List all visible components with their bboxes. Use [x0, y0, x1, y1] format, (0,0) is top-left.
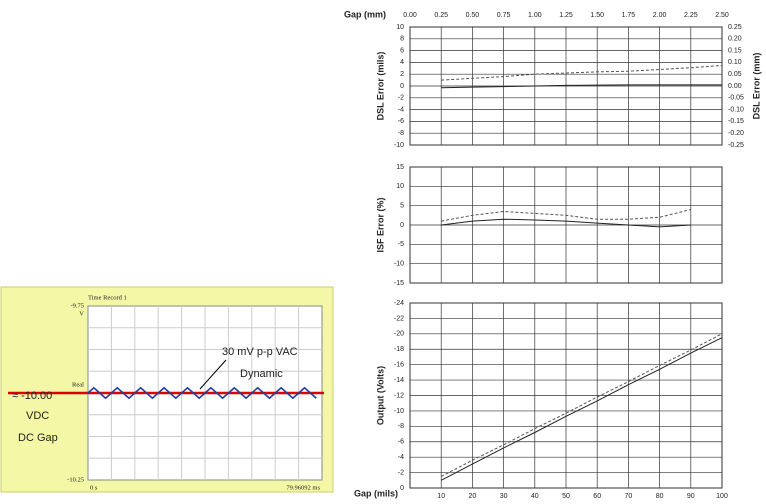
y-tick-label: -14 [394, 377, 404, 384]
x-tick-label: 80 [656, 493, 664, 500]
annotation-arrow [199, 359, 227, 390]
y-unit: V [79, 310, 84, 317]
x-tick-label: 79.96092 ms [286, 484, 320, 491]
y2-tick-label: 0.00 [728, 83, 742, 90]
annotation: Dynamic [240, 368, 283, 380]
x-tick-label: 50 [562, 493, 570, 500]
y2-axis-label: DSL Error (mm) [751, 53, 761, 120]
series-line [441, 84, 722, 89]
y-tick-label: 2 [400, 71, 404, 78]
y-tick-label: -18 [394, 346, 404, 353]
y-tick-label: 10 [396, 24, 404, 31]
x-tick-label: 100 [716, 493, 728, 500]
y-tick-label: -16 [394, 362, 404, 369]
y2-tick-label: -0.20 [728, 130, 744, 137]
series-line [441, 209, 691, 222]
y-tick-label: -4 [398, 106, 404, 113]
x2-tick-label: 2.25 [684, 12, 698, 19]
y2-tick-label: -0.15 [728, 118, 744, 125]
y-tick-label: -10 [394, 408, 404, 415]
x2-axis-label: Gap (mm) [344, 9, 386, 19]
x2-tick-label: 2.00 [653, 12, 667, 19]
series-line [87, 386, 317, 400]
x-axis-label: Gap (mils) [354, 488, 398, 498]
x-tick-label: 30 [500, 493, 508, 500]
y-tick-label: -10.25 [67, 476, 84, 483]
x2-tick-label: 0.75 [497, 12, 511, 19]
y-tick-label: 6 [400, 47, 404, 54]
y-tick-label: -15 [394, 280, 404, 287]
y-tick-label: -12 [394, 392, 404, 399]
y2-tick-label: 0.25 [728, 24, 742, 31]
y-tick-label: 15 [396, 164, 404, 171]
series-line [440, 333, 723, 477]
x2-tick-label: 0.25 [434, 12, 448, 19]
x-tick-label: 40 [531, 493, 539, 500]
x2-tick-label: 1.50 [590, 12, 604, 19]
x2-tick-label: 1.25 [559, 12, 573, 19]
y-tick-label: -8 [398, 130, 404, 137]
y-tick-label: 0 [400, 222, 404, 229]
y-tick-label: -5 [398, 241, 404, 248]
series-line [441, 218, 691, 228]
y-tick-label: -2 [398, 469, 404, 476]
y-tick-label: 5 [400, 203, 404, 210]
series-line [441, 64, 723, 81]
y2-tick-label: 0.15 [728, 47, 742, 54]
y-tick-label: -6 [398, 439, 404, 446]
series-label: Real [72, 381, 84, 388]
y-tick-label: -6 [398, 118, 404, 125]
y2-tick-label: -0.10 [728, 106, 744, 113]
x-tick-label: 0 s [90, 484, 98, 491]
annotation: DC Gap [18, 432, 58, 444]
y-tick-label: -2 [398, 95, 404, 102]
y-axis-label: ISF Error (%) [375, 197, 385, 252]
x2-tick-label: 0.50 [466, 12, 480, 19]
annotation: VDC [26, 410, 49, 422]
y-tick-label: -24 [394, 300, 404, 307]
y-tick-label: -10 [394, 261, 404, 268]
x2-tick-label: 2.50 [715, 12, 729, 19]
y-tick-label: 10 [396, 183, 404, 190]
y-tick-label: -22 [394, 315, 404, 322]
y-tick-label: 0 [400, 83, 404, 90]
y-tick-label: -20 [394, 331, 404, 338]
chart-title: Time Record 1 [88, 294, 127, 301]
x-tick-label: 60 [593, 493, 601, 500]
x2-tick-label: 1.75 [622, 12, 636, 19]
y-tick-label: -9.75 [70, 302, 84, 309]
y2-tick-label: -0.05 [728, 95, 744, 102]
y2-tick-label: -0.25 [728, 142, 744, 149]
y-tick-label: -10 [394, 142, 404, 149]
y-axis-label: Output (Volts) [375, 366, 385, 425]
x-tick-label: 90 [687, 493, 695, 500]
series-line [440, 337, 723, 481]
y-axis-label: DSL Error (mils) [375, 52, 385, 121]
annotation: ≈ -10.00 [12, 390, 52, 402]
y-tick-label: 4 [400, 59, 404, 66]
y-tick-label: -4 [398, 454, 404, 461]
y-tick-label: 8 [400, 36, 404, 43]
y2-tick-label: 0.05 [728, 71, 742, 78]
y-tick-label: 0 [400, 485, 404, 492]
x2-tick-label: 0.00 [403, 12, 417, 19]
x-tick-label: 20 [469, 493, 477, 500]
y2-tick-label: 0.10 [728, 59, 742, 66]
y2-tick-label: 0.20 [728, 36, 742, 43]
x2-tick-label: 1.00 [528, 12, 542, 19]
annotation: 30 mV p-p VAC [222, 346, 298, 358]
x-tick-label: 70 [625, 493, 633, 500]
x-tick-label: 10 [437, 493, 445, 500]
y-tick-label: -8 [398, 423, 404, 430]
